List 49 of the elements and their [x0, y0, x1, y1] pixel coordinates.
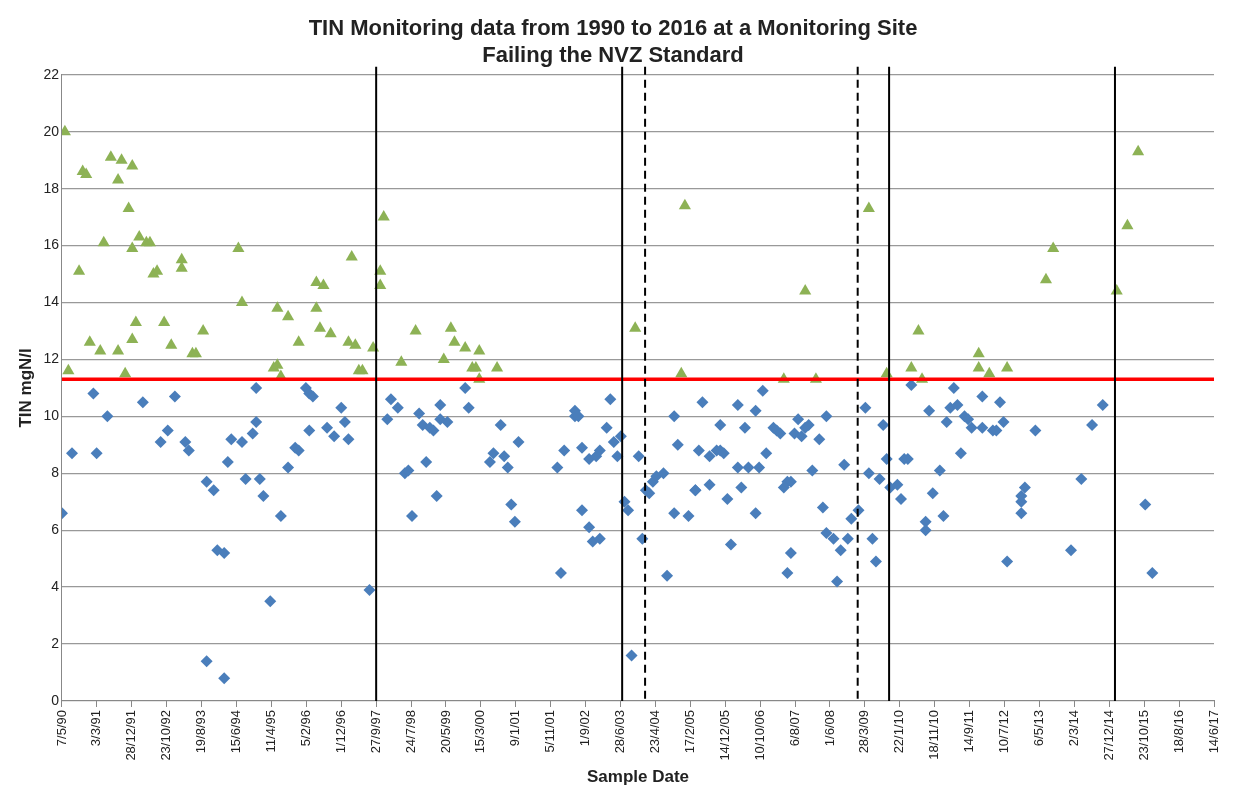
y-tick-label: 10 [43, 407, 60, 424]
x-tick-label: 17/2/05 [681, 710, 697, 754]
x-tick-label: 18/11/10 [926, 710, 942, 760]
y-tick-label: 14 [43, 293, 60, 310]
x-tick-label: 28/3/09 [856, 710, 872, 754]
x-tick-label: 14/6/17 [1205, 710, 1221, 754]
y-tick-label: 16 [43, 236, 60, 253]
x-tick-label: 1/12/96 [332, 710, 348, 754]
x-tick-label: 14/12/05 [716, 710, 732, 761]
x-tick-label: 6/5/13 [1031, 710, 1047, 747]
x-axis-title: Sample Date [586, 767, 690, 787]
x-tick-label: 15/3/00 [472, 710, 488, 754]
x-tick-label: 11/4/95 [263, 710, 279, 753]
x-tick-label: 10/10/06 [751, 710, 767, 761]
chart-title: TIN Monitoring data from 1990 to 2016 at a Monitoring Site Failing the NVZ Standard [308, 15, 918, 67]
x-tick-label: 1/6/08 [821, 710, 837, 747]
x-tick-label: 2/3/14 [1065, 710, 1081, 747]
x-tick-label: 23/10/15 [1135, 710, 1151, 761]
x-tick-label: 10/7/12 [996, 710, 1012, 754]
y-tick-label: 6 [51, 521, 60, 538]
y-tick-label: 20 [43, 122, 60, 139]
x-tick-label: 22/1/10 [891, 710, 907, 754]
x-tick-label: 28/12/91 [123, 710, 139, 761]
y-tick-label: 18 [43, 179, 60, 196]
x-tick-label: 20/5/99 [437, 710, 453, 754]
x-tick-label: 24/7/98 [402, 710, 418, 754]
x-tick-label: 7/5/90 [53, 710, 69, 747]
x-tick-label: 6/8/07 [786, 710, 802, 747]
y-tick-label: 8 [51, 464, 60, 481]
x-tick-label: 23/10/92 [158, 710, 174, 761]
x-tick-label: 23/4/04 [647, 710, 663, 754]
x-tick-label: 5/11/01 [542, 710, 558, 753]
x-tick-label: 18/8/16 [1170, 710, 1186, 754]
y-axis-title: TIN mgN/l [15, 348, 35, 428]
y-tick-label: 4 [51, 578, 60, 594]
x-tick-label: 27/12/14 [1100, 710, 1116, 761]
x-tick-label: 3/3/91 [88, 710, 104, 747]
y-tick-label: 12 [43, 350, 60, 367]
x-tick-label: 28/6/03 [612, 710, 628, 754]
x-tick-label: 9/1/01 [507, 710, 523, 747]
x-tick-label: 19/8/93 [193, 710, 209, 754]
x-tick-label: 15/6/94 [228, 710, 244, 754]
y-tick-label: 2 [51, 634, 60, 651]
x-tick-label: 27/9/97 [367, 710, 383, 754]
y-tick-label: 22 [43, 65, 60, 82]
x-tick-label: 14/9/11 [961, 710, 977, 753]
y-tick-label: 0 [51, 691, 60, 708]
x-tick-label: 1/9/02 [577, 710, 593, 747]
x-tick-label: 5/2/96 [297, 710, 313, 747]
